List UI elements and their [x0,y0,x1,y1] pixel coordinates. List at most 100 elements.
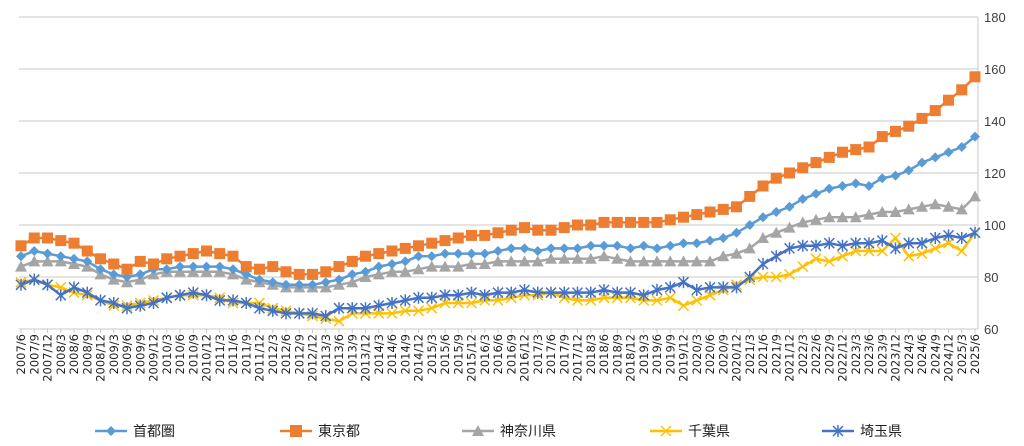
star-marker [227,294,239,307]
square-marker [664,214,676,226]
x-marker [399,305,411,317]
x-marker [836,250,849,262]
square-marker [505,224,517,236]
x-tick-label: 2024/3 [902,334,916,374]
x-tick-label: 2021/9 [769,334,783,374]
x-tick-label: 2009/3 [107,334,121,374]
star-marker [81,286,93,299]
diamond-marker [811,188,821,199]
diamond-marker [532,246,543,256]
x-tick-label: 2018/9 [610,334,624,374]
square-marker [134,255,146,267]
triangle-marker [465,258,478,269]
triangle-marker [412,263,425,275]
x-marker [770,271,782,283]
diamond-marker [334,274,344,285]
square-marker [333,261,345,273]
x-marker [55,281,67,293]
star-marker [28,273,40,286]
triangle-marker [836,211,849,223]
diamond-marker [585,240,596,251]
star-marker [889,242,902,255]
square-marker [572,219,583,231]
legend-item: 千葉県 [650,424,730,440]
triangle-marker [386,265,398,277]
star-marker [903,237,915,250]
square-marker [545,224,557,236]
square-marker [678,211,689,223]
diamond-marker [917,157,927,168]
diamond-marker [493,246,503,256]
triangle-marker [15,260,27,272]
star-marker [492,286,504,299]
square-marker [929,105,941,117]
star-marker [717,281,729,294]
diamond-marker [214,261,225,272]
y-tick-label: 80 [984,270,998,285]
x-tick-label: 2015/9 [451,334,465,374]
square-marker [346,255,358,267]
star-marker [479,289,491,302]
diamond-marker [956,142,967,152]
star-marker [969,226,981,239]
x-tick-label: 2021/12 [783,334,797,382]
star-marker [15,278,27,291]
star-marker [359,302,372,315]
x-tick-label: 2020/6 [703,334,717,374]
triangle-marker [518,255,531,267]
square-marker [956,84,968,96]
y-tick-label: 160 [984,62,1006,77]
star-marker [267,304,279,317]
star-marker [174,289,186,302]
legend-label: 千葉県 [688,424,730,440]
series-0 [16,131,980,290]
triangle-marker [478,258,491,269]
triangle-marker [717,250,730,262]
legend-item: 埼玉県 [822,424,902,440]
triangle-marker [472,425,484,436]
diamond-marker [307,279,318,290]
x-tick-label: 2009/9 [133,334,147,374]
diamond-marker [559,243,570,254]
triangle-marker [704,255,716,267]
x-tick-label: 2008/3 [54,334,68,374]
triangle-marker [730,247,743,259]
square-marker [757,180,769,192]
star-marker [691,284,703,296]
diamond-marker [201,261,212,272]
square-marker [903,120,915,132]
star-marker [373,299,385,312]
legend-label: 神奈川県 [500,424,556,440]
x-tick-label: 2007/12 [41,334,55,382]
square-marker [770,172,782,184]
x-tick-label: 2013/9 [345,334,359,374]
x-tick-label: 2011/12 [253,334,267,382]
square-marker [585,219,597,231]
diamond-marker [42,248,53,259]
x-tick-label: 2009/12 [147,334,161,382]
x-tick-label: 2020/3 [690,334,704,374]
square-marker [15,240,27,252]
square-marker [373,248,385,260]
star-marker [134,299,146,312]
legend: 首都圏 東京都 神奈川県 千葉県 埼玉県 [95,424,902,440]
y-tick-label: 60 [984,322,998,337]
square-marker [492,227,504,239]
square-marker [797,162,809,174]
square-marker [201,245,212,257]
star-marker [651,284,663,296]
star-marker [832,425,844,437]
square-marker [863,141,875,153]
gridlines [19,16,979,330]
diamond-marker [82,256,93,267]
diamond-marker [744,220,755,230]
triangle-marker [584,252,597,264]
triangle-marker [863,208,875,220]
legend-item: 東京都 [280,424,360,440]
triangle-marker [876,206,889,217]
x-marker [942,237,955,249]
diamond-marker [903,165,914,176]
x-tick-label: 2009/6 [120,334,134,374]
square-marker [386,245,398,257]
square-marker [876,131,888,143]
